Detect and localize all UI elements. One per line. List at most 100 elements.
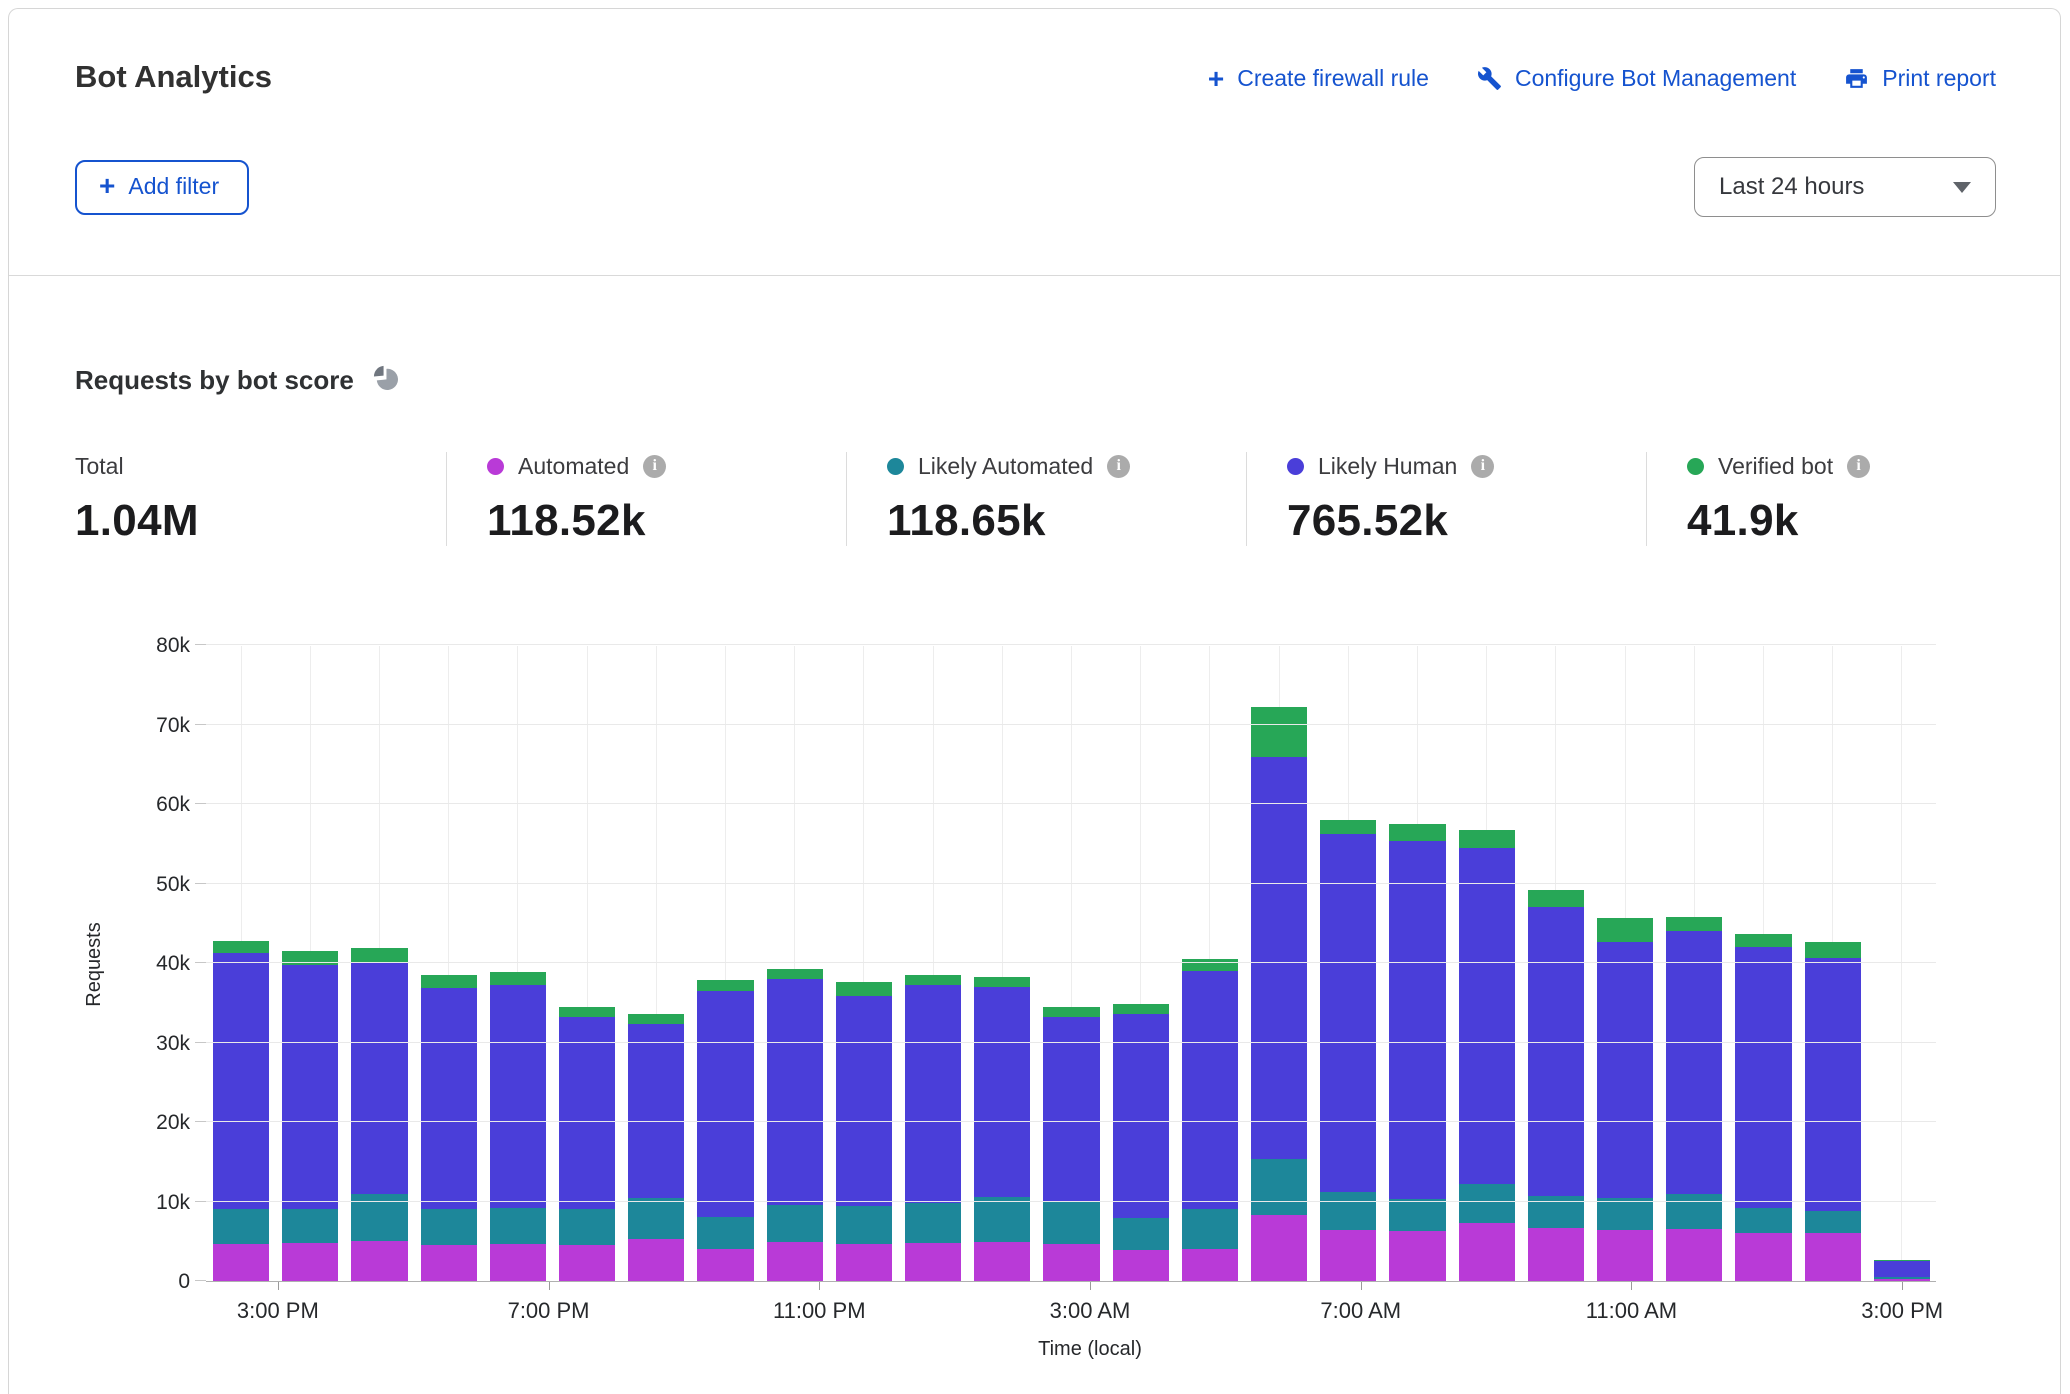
gridline xyxy=(206,644,1936,645)
verified-bot-segment xyxy=(905,975,961,985)
printer-icon xyxy=(1844,66,1869,91)
info-icon[interactable]: i xyxy=(1107,455,1130,478)
likely-automated-segment xyxy=(213,1209,269,1243)
configure-bot-management-link[interactable]: Configure Bot Management xyxy=(1477,65,1796,92)
stacked-bar-5[interactable] xyxy=(559,1007,615,1281)
add-filter-button[interactable]: + Add filter xyxy=(75,160,249,215)
stacked-bar-4[interactable] xyxy=(490,972,546,1281)
likely-human-segment xyxy=(1251,757,1307,1159)
y-tick-mark xyxy=(195,962,206,963)
automated-segment xyxy=(213,1244,269,1281)
verified-bot-segment xyxy=(1182,959,1238,971)
verified-bot-segment xyxy=(767,969,823,979)
info-icon[interactable]: i xyxy=(643,455,666,478)
stacked-bar-0[interactable] xyxy=(213,941,269,1281)
automated-segment xyxy=(1805,1233,1861,1282)
stacked-bar-8[interactable] xyxy=(767,969,823,1281)
verified-bot-segment xyxy=(1113,1004,1169,1014)
likely-automated-segment xyxy=(1735,1208,1791,1233)
info-icon[interactable]: i xyxy=(1471,455,1494,478)
likely-human-segment xyxy=(559,1017,615,1209)
bar-slot-5 xyxy=(552,646,621,1281)
stacked-bar-15[interactable] xyxy=(1251,707,1307,1281)
bar-slot-12 xyxy=(1036,646,1105,1281)
automated-segment xyxy=(1874,1279,1930,1281)
pie-chart-icon xyxy=(372,364,399,396)
x-tick-label: 3:00 PM xyxy=(1861,1298,1943,1324)
stat-likely-human: Likely Humani765.52k xyxy=(1246,452,1646,546)
automated-segment xyxy=(1528,1228,1584,1281)
bar-slot-18 xyxy=(1452,646,1521,1281)
y-tick-mark xyxy=(195,1280,206,1281)
stacked-bar-14[interactable] xyxy=(1182,959,1238,1281)
y-tick-label: 20k xyxy=(156,1111,190,1135)
stacked-bar-22[interactable] xyxy=(1735,934,1791,1281)
stacked-bar-23[interactable] xyxy=(1805,942,1861,1281)
stacked-bar-13[interactable] xyxy=(1113,1004,1169,1281)
stacked-bar-7[interactable] xyxy=(697,980,753,1281)
x-axis-title: Time (local) xyxy=(244,1338,1936,1361)
gridline xyxy=(206,724,1936,725)
y-tick-label: 30k xyxy=(156,1032,190,1056)
automated-segment xyxy=(1735,1233,1791,1281)
stacked-bar-24[interactable] xyxy=(1874,1260,1930,1281)
y-tick-mark xyxy=(195,1042,206,1043)
time-range-select[interactable]: Last 24 hours xyxy=(1694,157,1996,217)
stacked-bar-19[interactable] xyxy=(1528,890,1584,1281)
stacked-bar-6[interactable] xyxy=(628,1014,684,1281)
bar-slot-8 xyxy=(760,646,829,1281)
y-tick-label: 10k xyxy=(156,1191,190,1215)
stacked-bar-12[interactable] xyxy=(1043,1007,1099,1281)
stacked-bar-16[interactable] xyxy=(1320,820,1376,1281)
stat-total: Total1.04M xyxy=(75,452,446,546)
add-filter-label: Add filter xyxy=(128,173,219,200)
bar-slots xyxy=(206,646,1936,1281)
stacked-bar-20[interactable] xyxy=(1597,918,1653,1281)
automated-segment xyxy=(1251,1215,1307,1281)
verified-bot-segment xyxy=(1805,942,1861,958)
stat-label: Total xyxy=(75,453,124,480)
automated-segment xyxy=(974,1242,1030,1281)
print-report-label: Print report xyxy=(1882,65,1996,92)
stacked-bar-11[interactable] xyxy=(974,977,1030,1281)
verified-bot-segment xyxy=(1459,830,1515,848)
y-tick-mark xyxy=(195,644,206,645)
stacked-bar-1[interactable] xyxy=(282,951,338,1281)
stacked-bar-18[interactable] xyxy=(1459,830,1515,1281)
verified-bot-segment xyxy=(1251,707,1307,757)
verified-bot-segment xyxy=(213,941,269,953)
requests-chart: Requests 010k20k30k40k50k60k70k80k 3:00 … xyxy=(75,646,1936,1361)
x-tick-label: 7:00 PM xyxy=(508,1298,590,1324)
bar-slot-9 xyxy=(829,646,898,1281)
plus-icon: + xyxy=(99,176,115,196)
x-tick-mark xyxy=(278,1282,279,1290)
likely-automated-segment xyxy=(1251,1159,1307,1215)
stacked-bar-3[interactable] xyxy=(421,975,477,1281)
print-report-link[interactable]: Print report xyxy=(1844,65,1996,92)
y-tick-label: 60k xyxy=(156,793,190,817)
likely-human-segment xyxy=(282,965,338,1209)
y-tick-label: 40k xyxy=(156,952,190,976)
stat-label: Verified bot xyxy=(1718,453,1833,480)
likely-automated-segment xyxy=(628,1198,684,1239)
stacked-bar-10[interactable] xyxy=(905,975,961,1281)
verified-bot-segment xyxy=(1043,1007,1099,1017)
stacked-bar-2[interactable] xyxy=(351,948,407,1281)
y-axis-title: Requests xyxy=(75,646,113,1282)
likely-automated-segment xyxy=(697,1217,753,1249)
create-firewall-rule-link[interactable]: + Create firewall rule xyxy=(1208,65,1429,92)
stacked-bar-21[interactable] xyxy=(1666,917,1722,1281)
time-range-value: Last 24 hours xyxy=(1719,173,1864,201)
likely-automated-segment xyxy=(1459,1184,1515,1223)
x-tick-label: 3:00 PM xyxy=(237,1298,319,1324)
bar-slot-16 xyxy=(1313,646,1382,1281)
automated-segment xyxy=(490,1244,546,1281)
likely-automated-segment xyxy=(1666,1194,1722,1230)
bot-analytics-panel: Bot Analytics + Create firewall rule Con… xyxy=(8,8,2061,1394)
info-icon[interactable]: i xyxy=(1847,455,1870,478)
bar-slot-1 xyxy=(275,646,344,1281)
x-tick-label: 3:00 AM xyxy=(1050,1298,1131,1324)
stacked-bar-9[interactable] xyxy=(836,982,892,1281)
likely-human-segment xyxy=(213,953,269,1210)
stacked-bar-17[interactable] xyxy=(1389,824,1445,1281)
